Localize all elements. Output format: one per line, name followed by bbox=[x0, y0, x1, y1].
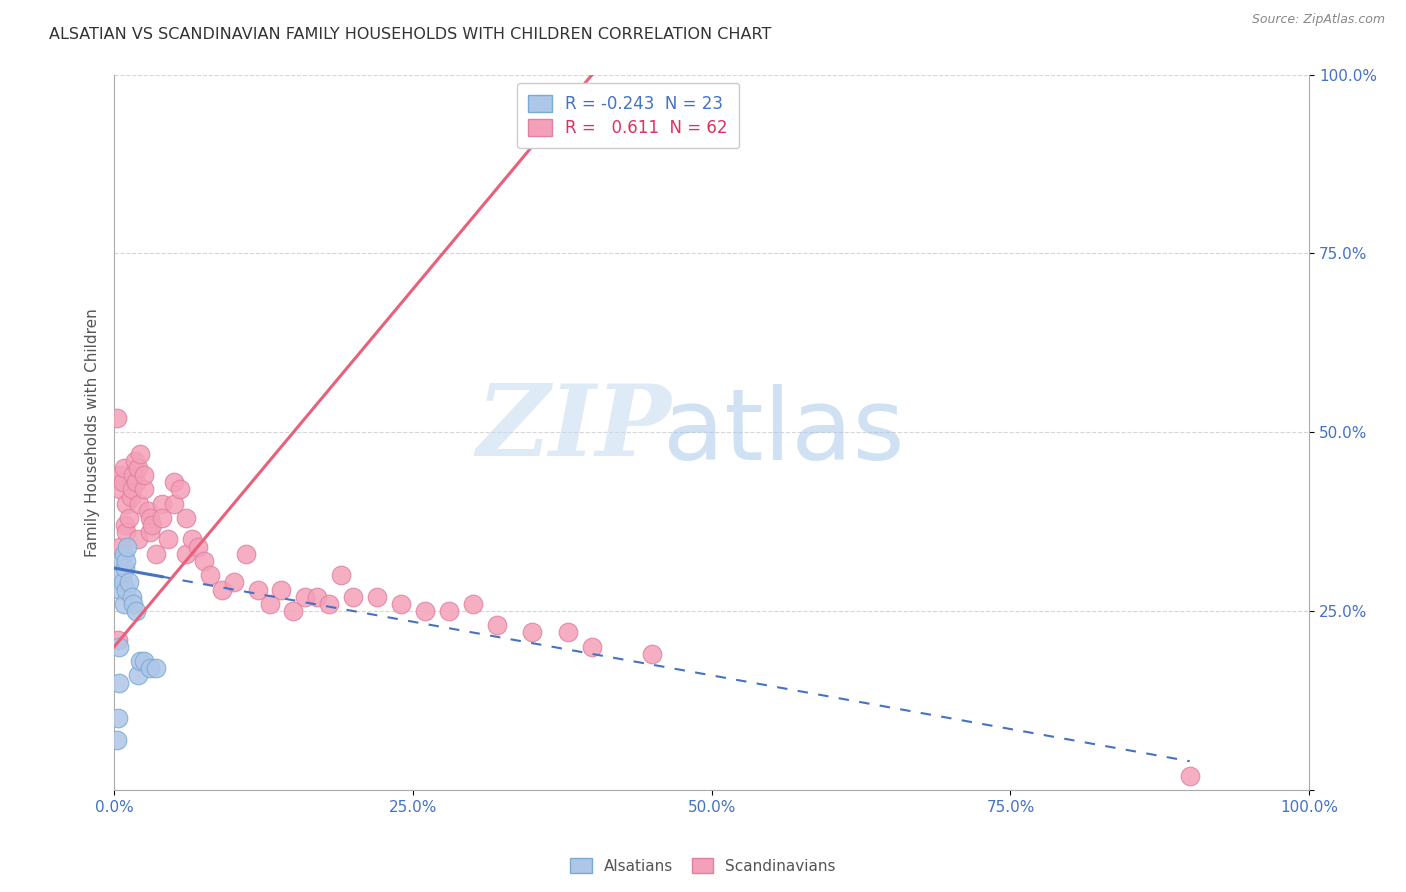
Legend: Alsatians, Scandinavians: Alsatians, Scandinavians bbox=[564, 852, 842, 880]
Point bbox=[1178, 768, 1201, 782]
Point bbox=[174, 511, 197, 525]
Point bbox=[122, 468, 145, 483]
Point bbox=[330, 568, 353, 582]
Point bbox=[557, 625, 579, 640]
Point bbox=[111, 575, 134, 590]
Point bbox=[127, 461, 149, 475]
Point bbox=[270, 582, 292, 597]
Point bbox=[150, 511, 173, 525]
Text: Source: ZipAtlas.com: Source: ZipAtlas.com bbox=[1251, 13, 1385, 27]
Point bbox=[145, 547, 167, 561]
Point bbox=[121, 590, 143, 604]
Point bbox=[139, 525, 162, 540]
Point bbox=[246, 582, 269, 597]
Point bbox=[174, 547, 197, 561]
Point bbox=[461, 597, 484, 611]
Point bbox=[107, 711, 129, 725]
Point bbox=[163, 497, 186, 511]
Point bbox=[110, 468, 132, 483]
Point bbox=[121, 483, 143, 497]
Point bbox=[108, 483, 131, 497]
Point bbox=[108, 675, 131, 690]
Point bbox=[108, 540, 131, 554]
Point bbox=[128, 497, 150, 511]
Point bbox=[125, 604, 148, 618]
Point bbox=[114, 518, 136, 533]
Point bbox=[132, 654, 155, 668]
Point bbox=[122, 597, 145, 611]
Point bbox=[198, 568, 221, 582]
Point bbox=[105, 410, 128, 425]
Point bbox=[139, 511, 162, 525]
Point bbox=[163, 475, 186, 490]
Point bbox=[641, 647, 664, 661]
Point bbox=[235, 547, 257, 561]
Point bbox=[115, 525, 138, 540]
Point bbox=[180, 533, 202, 547]
Point bbox=[127, 668, 149, 682]
Text: ZIP: ZIP bbox=[477, 380, 672, 477]
Point bbox=[581, 640, 603, 654]
Point bbox=[129, 654, 152, 668]
Point bbox=[318, 597, 340, 611]
Point bbox=[127, 533, 149, 547]
Point bbox=[366, 590, 388, 604]
Point bbox=[115, 554, 138, 568]
Point bbox=[105, 732, 128, 747]
Point bbox=[112, 597, 135, 611]
Point bbox=[117, 540, 139, 554]
Point bbox=[112, 461, 135, 475]
Point bbox=[132, 483, 155, 497]
Point bbox=[125, 475, 148, 490]
Text: ALSATIAN VS SCANDINAVIAN FAMILY HOUSEHOLDS WITH CHILDREN CORRELATION CHART: ALSATIAN VS SCANDINAVIAN FAMILY HOUSEHOL… bbox=[49, 27, 772, 42]
Text: atlas: atlas bbox=[662, 384, 904, 481]
Point bbox=[129, 447, 152, 461]
Point bbox=[145, 661, 167, 675]
Point bbox=[342, 590, 364, 604]
Point bbox=[111, 475, 134, 490]
Point bbox=[222, 575, 245, 590]
Point bbox=[108, 554, 131, 568]
Point bbox=[115, 582, 138, 597]
Point bbox=[114, 561, 136, 575]
Point bbox=[187, 540, 209, 554]
Point bbox=[110, 568, 132, 582]
Point bbox=[169, 483, 191, 497]
Point bbox=[132, 468, 155, 483]
Point bbox=[115, 497, 138, 511]
Point bbox=[139, 661, 162, 675]
Y-axis label: Family Households with Children: Family Households with Children bbox=[86, 308, 100, 557]
Point bbox=[141, 518, 163, 533]
Point bbox=[413, 604, 436, 618]
Point bbox=[117, 511, 139, 525]
Point bbox=[259, 597, 281, 611]
Point bbox=[108, 640, 131, 654]
Point bbox=[156, 533, 179, 547]
Legend: R = -0.243  N = 23, R =   0.611  N = 62: R = -0.243 N = 23, R = 0.611 N = 62 bbox=[517, 83, 740, 148]
Point bbox=[136, 504, 159, 518]
Point bbox=[112, 547, 135, 561]
Point bbox=[124, 454, 146, 468]
Point bbox=[107, 632, 129, 647]
Point bbox=[437, 604, 460, 618]
Point bbox=[389, 597, 412, 611]
Point bbox=[522, 625, 544, 640]
Point bbox=[283, 604, 305, 618]
Point bbox=[307, 590, 329, 604]
Point bbox=[211, 582, 233, 597]
Point bbox=[193, 554, 215, 568]
Point bbox=[108, 582, 131, 597]
Point bbox=[120, 490, 142, 504]
Point bbox=[294, 590, 316, 604]
Point bbox=[150, 497, 173, 511]
Point bbox=[117, 575, 139, 590]
Point bbox=[485, 618, 508, 632]
